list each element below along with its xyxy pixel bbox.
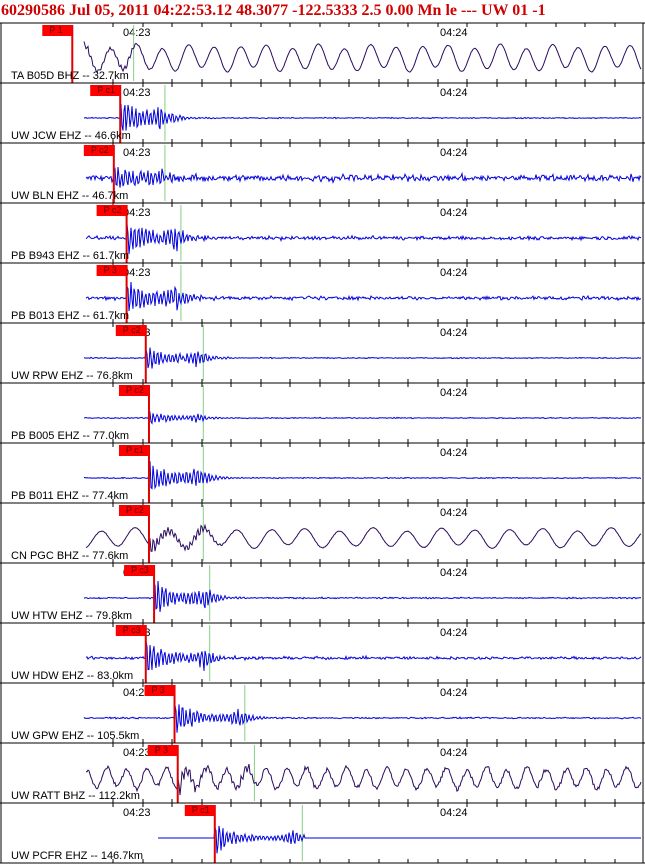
time-mark-label: 04:24 xyxy=(440,507,468,519)
station-label: UW HTW EHZ -- 79.8km xyxy=(11,610,132,622)
time-mark-label: 04:24 xyxy=(440,147,468,159)
station-label: PB B013 EHZ -- 61.7km xyxy=(11,310,129,322)
station-label: TA B05D BHZ -- 32.7km xyxy=(11,70,129,82)
time-mark-label: 04:23 xyxy=(123,747,151,759)
time-mark-label: 04:23 xyxy=(123,807,151,819)
time-mark-label: 04:23 xyxy=(123,27,151,39)
time-mark-label: 04:23 xyxy=(123,87,151,99)
p-pick-flag[interactable] xyxy=(115,325,146,336)
p-pick-flag[interactable] xyxy=(118,445,149,456)
time-mark-label: 04:24 xyxy=(440,327,468,339)
p-pick-label: P 1 xyxy=(49,25,62,35)
trace-panel: 04:23 04:24 P c1 UW JCW EHZ -- 46.6km xyxy=(0,82,645,143)
station-label: UW GPW EHZ -- 105.5km xyxy=(11,730,139,742)
trace-panel: 04:23 04:24 P 3 UW RATT BHZ -- 112.2km xyxy=(0,742,645,803)
p-pick-flag[interactable] xyxy=(118,505,149,516)
p-pick-flag[interactable] xyxy=(184,805,215,816)
station-label: UW JCW EHZ -- 46.6km xyxy=(11,130,131,142)
waveform-trace xyxy=(85,641,642,671)
station-label: UW PCFR EHZ -- 146.7km xyxy=(11,850,143,862)
time-mark-label: 04:24 xyxy=(440,687,468,699)
station-label: PB B011 EHZ -- 77.4km xyxy=(11,490,128,502)
waveform-trace xyxy=(85,281,642,312)
p-pick-label: P c2 xyxy=(91,145,109,155)
p-pick-flag[interactable] xyxy=(124,565,155,576)
waveform-trace xyxy=(84,411,641,425)
waveform-trace xyxy=(83,461,642,490)
p-pick-flag[interactable] xyxy=(115,625,146,636)
waveform-trace xyxy=(83,704,642,733)
p-pick-flag[interactable] xyxy=(96,205,127,216)
p-pick-flag[interactable] xyxy=(147,745,178,756)
p-pick-label: P c2 xyxy=(126,385,144,395)
p-pick-flag[interactable] xyxy=(96,265,127,276)
trace-panel: 04:23 04:24 P c2 UW BLN EHZ -- 46.7km xyxy=(0,142,645,203)
trace-panel: 04:23 04:24 P 3 PB B013 EHZ -- 61.7km xyxy=(0,262,645,323)
p-pick-label: P c2 xyxy=(126,505,144,515)
waveform-trace xyxy=(83,41,642,73)
trace-panel: 04:23 04:24 P c1 UW PCFR EHZ -- 146.7km xyxy=(0,802,645,863)
time-mark-label: 04:23 xyxy=(123,207,151,219)
waveform-trace xyxy=(83,103,642,131)
time-mark-label: 04:24 xyxy=(440,627,468,639)
trace-panel: 04:23 04:24 P c2 PB B943 EHZ -- 61.7km xyxy=(0,202,645,263)
waveform-trace xyxy=(83,580,642,612)
p-pick-flag[interactable] xyxy=(90,85,121,96)
time-mark-label: 04:23 xyxy=(123,267,151,279)
waveform-trace xyxy=(85,523,642,552)
event-header: 60290586 Jul 05, 2011 04:22:53.12 48.307… xyxy=(1,2,546,19)
station-label: UW RPW EHZ -- 76.8km xyxy=(11,370,133,382)
waveform-trace xyxy=(83,347,642,369)
time-mark-label: 04:24 xyxy=(440,747,468,759)
p-pick-label: P 3 xyxy=(155,745,168,755)
station-label: UW RATT BHZ -- 112.2km xyxy=(11,790,140,802)
p-pick-label: P c3 xyxy=(131,565,149,575)
time-mark-label: 04:24 xyxy=(440,267,468,279)
p-pick-flag[interactable] xyxy=(42,25,73,36)
time-mark-label: 04:24 xyxy=(440,807,468,819)
time-mark-label: 04:24 xyxy=(440,387,468,399)
p-pick-label: P c1 xyxy=(126,445,144,455)
waveform-trace xyxy=(85,167,642,188)
station-label: PB B005 EHZ -- 77.0km xyxy=(11,430,129,442)
time-mark-label: 04:24 xyxy=(440,447,468,459)
p-pick-label: P c1 xyxy=(97,85,115,95)
p-pick-label: P 3 xyxy=(152,685,165,695)
station-label: UW BLN EHZ -- 46.7km xyxy=(11,190,128,202)
waveform-trace xyxy=(85,223,642,255)
waveform-trace xyxy=(85,763,642,796)
station-label: CN PGC BHZ -- 77.6km xyxy=(11,550,128,562)
trace-panel: 04:23 04:24 P 3 UW GPW EHZ -- 105.5km xyxy=(0,682,645,743)
p-pick-flag[interactable] xyxy=(83,145,114,156)
p-pick-flag[interactable] xyxy=(144,685,175,696)
p-pick-label: P c2 xyxy=(104,205,122,215)
station-label: PB B943 EHZ -- 61.7km xyxy=(11,250,129,262)
p-pick-flag[interactable] xyxy=(118,385,149,396)
p-pick-label: P c3 xyxy=(123,625,141,635)
time-mark-label: 04:23 xyxy=(123,687,151,699)
time-mark-label: 04:24 xyxy=(440,87,468,99)
p-pick-label: P c2 xyxy=(123,325,141,335)
time-mark-label: 04:24 xyxy=(440,27,468,39)
time-mark-label: 04:24 xyxy=(440,567,468,579)
waveform-trace xyxy=(158,825,641,854)
trace-panel: 04:23 04:24 P 1 TA B05D BHZ -- 32.7km xyxy=(0,22,645,83)
p-pick-label: P 3 xyxy=(104,265,117,275)
station-label: UW HDW EHZ -- 83.0km xyxy=(11,670,133,682)
time-mark-label: 04:23 xyxy=(123,147,151,159)
time-mark-label: 04:24 xyxy=(440,207,468,219)
p-pick-label: P c1 xyxy=(192,805,210,815)
